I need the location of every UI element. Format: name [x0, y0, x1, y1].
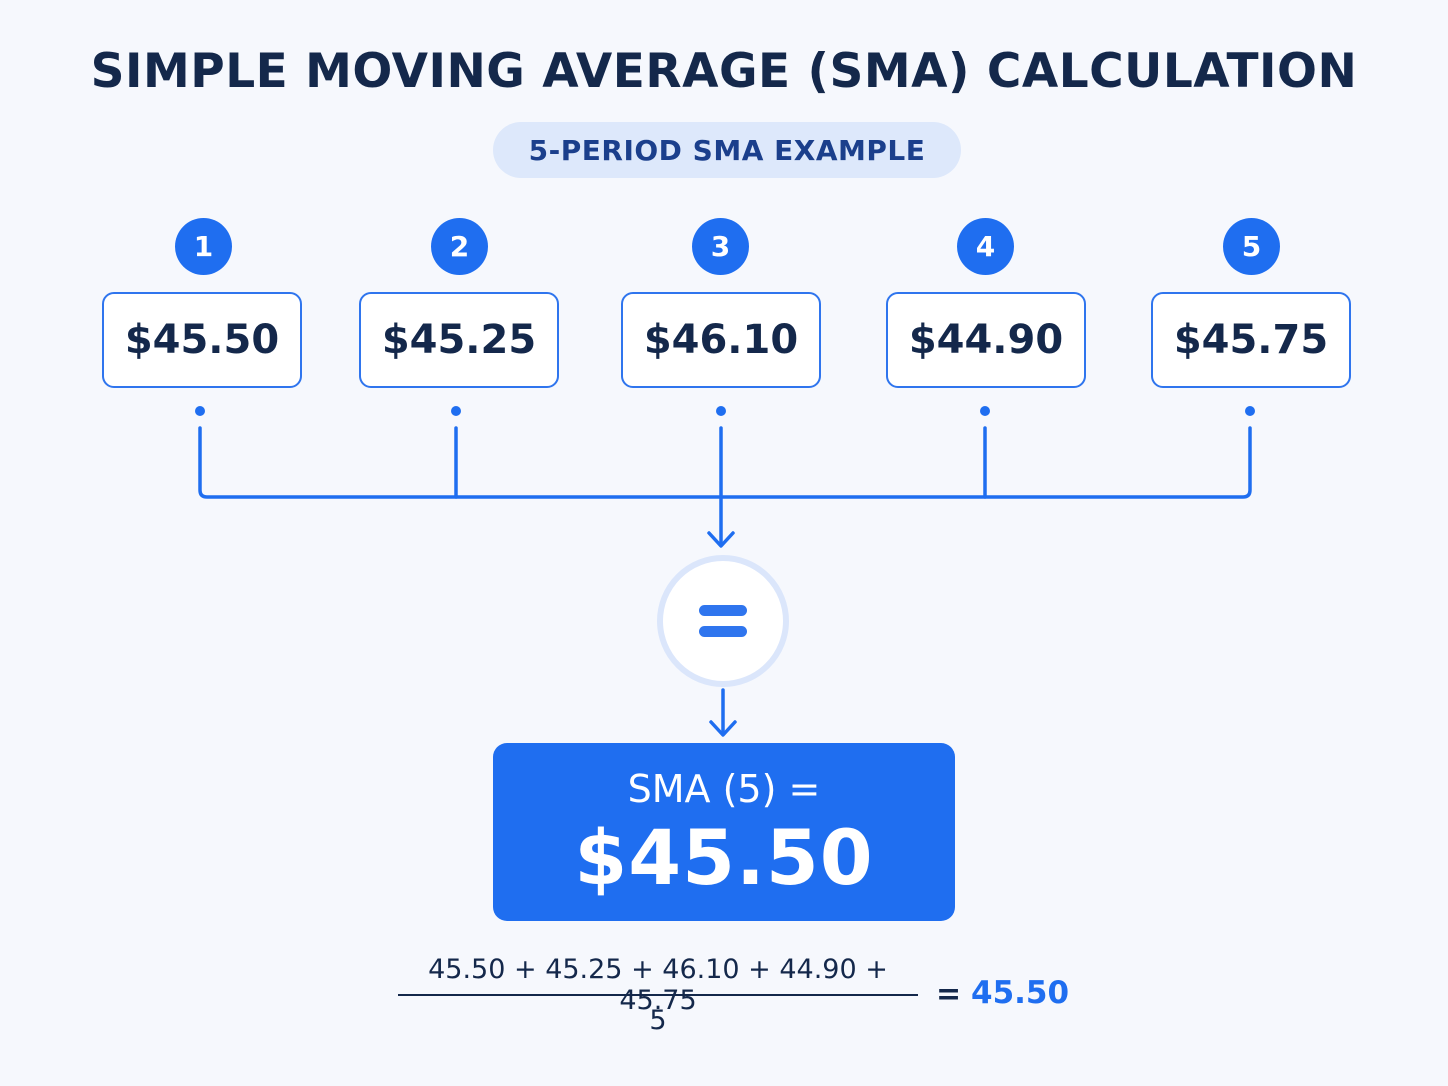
- result-label: SMA (5) =: [627, 767, 821, 811]
- connector-dot-1: [195, 406, 205, 416]
- formula-denominator: 5: [649, 1005, 667, 1036]
- equals-bar-bottom: [699, 626, 747, 637]
- subtitle-label: 5-PERIOD SMA EXAMPLE: [528, 133, 926, 167]
- period-badge-5: 5: [1223, 218, 1280, 275]
- subtitle-badge: 5-PERIOD SMA EXAMPLE: [493, 122, 961, 178]
- page-title: SIMPLE MOVING AVERAGE (SMA) CALCULATION: [90, 44, 1358, 99]
- formula-result: 45.50: [971, 975, 1070, 1011]
- connector-dot-4: [980, 406, 990, 416]
- price-box-2: $45.25: [359, 292, 559, 388]
- price-box-3: $46.10: [621, 292, 821, 388]
- arrow-down-icon: [707, 531, 735, 548]
- period-badge-4: 4: [957, 218, 1014, 275]
- arrow-down-result-icon: [709, 720, 737, 737]
- price-box-5: $45.75: [1151, 292, 1351, 388]
- formula-numerator: 45.50 + 45.25 + 46.10 + 44.90 + 45.75: [428, 954, 888, 1016]
- price-box-1: $45.50: [102, 292, 302, 388]
- connector-bracket: [198, 426, 1252, 499]
- result-box: SMA (5) = $45.50: [493, 743, 955, 921]
- period-badge-1: 1: [175, 218, 232, 275]
- result-value: $45.50: [574, 813, 874, 902]
- connector-dot-5: [1245, 406, 1255, 416]
- period-badge-3: 3: [692, 218, 749, 275]
- equals-bar-top: [699, 605, 747, 616]
- connector-dot-3: [716, 406, 726, 416]
- connector-dot-2: [451, 406, 461, 416]
- formula-equals-sign: =: [936, 977, 962, 1012]
- fraction-line: [398, 994, 918, 996]
- equals-icon: [657, 555, 789, 687]
- period-badge-2: 2: [431, 218, 488, 275]
- price-box-4: $44.90: [886, 292, 1086, 388]
